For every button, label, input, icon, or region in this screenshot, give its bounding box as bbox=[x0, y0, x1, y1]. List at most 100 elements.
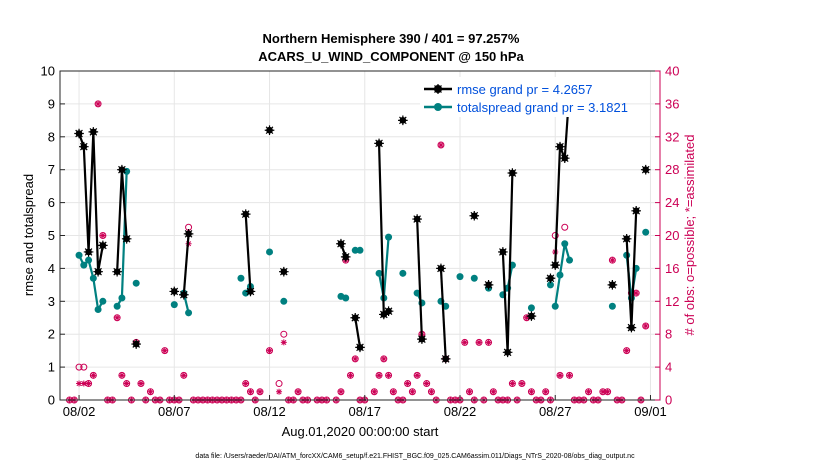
legend-box bbox=[420, 77, 612, 117]
left-tick-label: 3 bbox=[48, 294, 55, 309]
obs-assimilated-marker bbox=[257, 388, 263, 395]
legend-marker-spread bbox=[434, 103, 442, 111]
rmse-point bbox=[93, 266, 103, 277]
x-tick-label: 08/27 bbox=[539, 404, 572, 419]
rmse-point bbox=[483, 280, 494, 290]
rmse-marker-rays bbox=[417, 334, 427, 344]
rmse-marker-rays bbox=[112, 266, 122, 277]
right-axis: 0 4 8 12 16 20 24 28 32 36 40 bbox=[655, 64, 679, 408]
spread-point bbox=[94, 306, 102, 314]
spread-point bbox=[85, 256, 93, 264]
spread-point bbox=[561, 240, 569, 248]
x-axis: 08/02 08/07 08/12 08/17 08/22 08/27 09/01 bbox=[63, 395, 667, 419]
rmse-marker-rays bbox=[383, 306, 394, 316]
rmse-line-segment bbox=[416, 219, 424, 340]
rmse-marker-rays bbox=[279, 266, 289, 277]
rmse-marker-rays bbox=[83, 247, 94, 257]
rmse-point bbox=[350, 312, 361, 323]
rmse-marker-rays bbox=[179, 289, 189, 300]
rmse-line-segment bbox=[439, 268, 447, 359]
rmse-marker-rays bbox=[526, 311, 537, 321]
rmse-marker-rays bbox=[607, 280, 618, 290]
obs-assimilated-marker bbox=[518, 380, 525, 387]
obs-assimilated-marker bbox=[623, 347, 630, 354]
legend: rmse grand pr = 4.2657 totalspread grand… bbox=[420, 77, 628, 117]
rmse-marker-rays bbox=[74, 128, 84, 139]
obs-assimilated-marker bbox=[376, 372, 383, 379]
rmse-marker-rays bbox=[559, 153, 570, 163]
obs-assimilated-marker bbox=[180, 372, 187, 379]
rmse-point bbox=[555, 141, 565, 152]
obs-assimilated-marker bbox=[137, 380, 144, 387]
rmse-point bbox=[374, 138, 384, 149]
spread-point bbox=[470, 274, 478, 282]
left-tick-label: 10 bbox=[41, 64, 55, 79]
right-tick-label: 4 bbox=[665, 360, 672, 375]
obs-assimilated-marker bbox=[118, 372, 125, 379]
spread-point bbox=[527, 304, 535, 312]
rmse-point bbox=[559, 153, 570, 163]
obs-assimilated-marker bbox=[490, 388, 497, 395]
right-tick-label: 40 bbox=[665, 64, 679, 79]
spread-point bbox=[75, 251, 83, 259]
right-tick-label: 28 bbox=[665, 162, 679, 177]
rmse-marker-rays bbox=[336, 238, 346, 249]
left-tick-label: 6 bbox=[48, 195, 55, 210]
rmse-marker-rays bbox=[412, 214, 422, 224]
spread-point bbox=[608, 302, 616, 310]
legend-label-spread: totalspread grand pr = 3.1821 bbox=[457, 100, 628, 115]
obs-assimilated-marker bbox=[347, 372, 354, 379]
rmse-marker-rays bbox=[121, 233, 132, 244]
rmse-point bbox=[79, 141, 89, 152]
obs-assimilated-marker bbox=[95, 100, 102, 107]
y-axis-label-left: rmse and totalspread bbox=[21, 174, 36, 296]
obs-assimilated-marker bbox=[99, 232, 106, 239]
obs-assimilated-marker bbox=[352, 355, 359, 362]
rmse-marker-rays bbox=[131, 339, 141, 349]
obs-assimilated-marker bbox=[380, 355, 387, 362]
left-tick-label: 2 bbox=[48, 327, 55, 342]
rmse-marker-rays bbox=[264, 125, 275, 136]
obs-possible-marker bbox=[561, 223, 569, 231]
rmse-marker-rays bbox=[483, 280, 494, 290]
obs-assimilated-marker bbox=[280, 339, 287, 346]
rmse-point bbox=[112, 266, 122, 277]
spread-line-segment bbox=[554, 243, 571, 307]
spread-point bbox=[375, 269, 383, 277]
spread-point bbox=[385, 233, 393, 241]
rmse-marker-rays bbox=[240, 209, 251, 219]
obs-assimilated-marker bbox=[90, 372, 97, 379]
rmse-point bbox=[355, 342, 365, 353]
obs-assimilated-marker bbox=[528, 388, 535, 395]
obs-assimilated-marker bbox=[423, 380, 430, 387]
left-tick-label: 1 bbox=[48, 360, 55, 375]
obs-assimilated-marker bbox=[633, 290, 640, 297]
rmse-point bbox=[507, 168, 518, 178]
obs-assimilated-marker bbox=[390, 388, 397, 395]
rmse-point bbox=[131, 339, 141, 349]
obs-assimilated-marker bbox=[80, 380, 87, 387]
right-tick-label: 16 bbox=[665, 261, 679, 276]
left-tick-label: 8 bbox=[48, 129, 55, 144]
rmse-point bbox=[179, 289, 189, 300]
spread-point bbox=[89, 274, 97, 282]
rmse-marker-rays bbox=[621, 233, 632, 244]
spread-point bbox=[399, 269, 407, 277]
rmse-marker-rays bbox=[631, 206, 641, 216]
obs-assimilated-marker bbox=[566, 372, 573, 379]
rmse-marker-rays bbox=[555, 141, 565, 152]
obs-assimilated-marker bbox=[437, 142, 444, 149]
rmse-point bbox=[340, 252, 351, 262]
rmse-point bbox=[417, 334, 427, 344]
rmse-marker-rays bbox=[355, 342, 365, 353]
right-tick-label: 12 bbox=[665, 294, 679, 309]
x-tick-label: 08/17 bbox=[348, 404, 381, 419]
rmse-marker-rays bbox=[507, 168, 518, 178]
rmse-point bbox=[379, 309, 389, 320]
rmse-point bbox=[412, 214, 422, 224]
rmse-line-segment bbox=[182, 233, 190, 295]
spread-point bbox=[132, 279, 140, 287]
spread-point bbox=[99, 297, 107, 305]
rmse-marker-rays bbox=[502, 347, 513, 358]
